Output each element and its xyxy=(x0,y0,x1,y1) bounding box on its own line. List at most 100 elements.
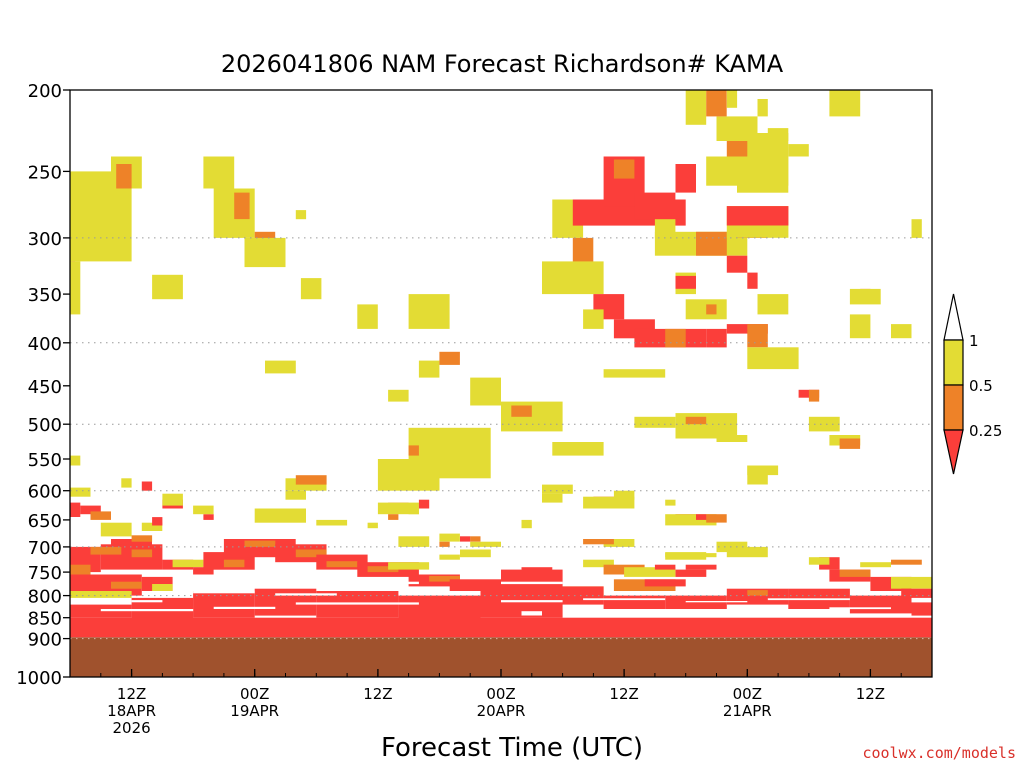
heatmap-cell xyxy=(963,226,994,250)
heatmap-cell xyxy=(891,559,922,565)
heatmap-cell xyxy=(767,128,789,141)
chart-title: 2026041806 NAM Forecast Richardson# KAMA xyxy=(220,50,784,78)
heatmap-gap xyxy=(932,613,1024,615)
heatmap-cell xyxy=(675,275,696,289)
y-tick-label: 200 xyxy=(28,81,62,102)
heatmap-cell xyxy=(613,490,635,500)
heatmap-cell xyxy=(111,581,142,589)
heatmap-cell xyxy=(460,536,471,542)
heatmap-cell xyxy=(90,546,122,555)
heatmap-cell xyxy=(521,519,532,529)
heatmap-cell xyxy=(665,499,676,506)
y-tick-label: 1000 xyxy=(16,668,62,689)
x-tick-label: 12Z xyxy=(363,685,392,703)
x-axis-title: Forecast Time (UTC) xyxy=(380,733,643,763)
heatmap-cell xyxy=(696,514,707,520)
heatmap-gap xyxy=(583,598,666,601)
heatmap-cell xyxy=(839,569,871,577)
heatmap-gap xyxy=(501,581,563,585)
heatmap-cell xyxy=(172,559,204,568)
legend-label: 0.5 xyxy=(969,377,993,395)
heatmap-cell xyxy=(70,487,91,497)
heatmap-cell xyxy=(901,588,932,598)
heatmap-cell xyxy=(963,459,984,466)
heatmap-cell xyxy=(265,360,296,374)
heatmap-cell xyxy=(634,192,676,220)
heatmap-cell xyxy=(388,562,430,570)
heatmap-cell xyxy=(70,564,91,577)
heatmap-cell xyxy=(193,591,255,618)
heatmap-cell xyxy=(716,435,748,442)
y-tick-label: 850 xyxy=(28,609,62,630)
heatmap-cell xyxy=(613,159,635,179)
heatmap-cell xyxy=(295,475,327,485)
heatmap-cell xyxy=(193,505,214,515)
heatmap-cell xyxy=(849,595,912,614)
heatmap-cell xyxy=(285,490,306,500)
heatmap-cell xyxy=(788,144,809,157)
heatmap-cell xyxy=(439,351,460,365)
heatmap-gap xyxy=(357,581,419,585)
x-tick-label: 19APR xyxy=(230,702,279,720)
heatmap-cell xyxy=(757,294,789,315)
heatmap-cell xyxy=(408,445,419,456)
heatmap-cell xyxy=(70,574,142,596)
heatmap-cell xyxy=(583,559,614,568)
heatmap-cell xyxy=(408,294,450,329)
heatmap-cell xyxy=(418,499,430,509)
heatmap-cell xyxy=(141,522,163,531)
y-tick-label: 450 xyxy=(28,377,62,398)
heatmap-cell xyxy=(141,481,153,491)
heatmap-gap xyxy=(685,601,748,603)
heatmap-cell xyxy=(953,157,974,172)
heatmap-cell xyxy=(603,595,666,609)
heatmap-cell xyxy=(747,324,768,348)
heatmap-cell xyxy=(665,328,686,348)
x-tick-label: 21APR xyxy=(723,702,772,720)
legend-swatch xyxy=(943,384,964,431)
heatmap-cell xyxy=(70,502,81,517)
heatmap-cell xyxy=(254,588,317,616)
heatmap-cell xyxy=(470,541,501,547)
heatmap-cell xyxy=(716,116,758,141)
heatmap-cell xyxy=(300,278,322,300)
heatmap-cell xyxy=(644,579,686,587)
heatmap-cell xyxy=(747,590,768,596)
y-tick-label: 900 xyxy=(28,630,62,651)
heatmap-cell xyxy=(511,405,532,417)
heatmap-cell xyxy=(685,416,707,425)
heatmap-cell xyxy=(654,564,676,570)
heatmap-gap xyxy=(829,607,891,610)
heatmap-gap xyxy=(213,606,276,609)
heatmap-cell xyxy=(675,413,738,439)
heatmap-cell xyxy=(963,226,1004,256)
heatmap-cell xyxy=(111,539,152,550)
heatmap-cell xyxy=(90,511,111,520)
heatmap-cell xyxy=(973,536,994,541)
heatmap-cell xyxy=(152,274,183,300)
y-tick-label: 700 xyxy=(28,538,62,559)
y-axis: 200 250 300 350 400 450 500 550 600 650 700 750 8008… xyxy=(16,81,70,689)
heatmap-cell xyxy=(295,549,327,558)
heatmap-cell xyxy=(460,549,491,558)
heatmap-cell xyxy=(583,309,604,329)
heatmap-cell xyxy=(994,232,1004,250)
heatmap-cell xyxy=(603,539,635,547)
heatmap-cell xyxy=(470,377,501,406)
legend-swatch-top xyxy=(943,293,964,341)
x-tick-label: 2026 xyxy=(113,719,151,737)
heatmap-cell xyxy=(953,591,994,600)
heatmap-cell xyxy=(408,508,419,515)
heatmap-cell xyxy=(583,496,635,509)
heatmap-cell xyxy=(757,99,768,117)
heatmap-cell xyxy=(152,584,173,591)
legend-swatch xyxy=(943,339,964,386)
heatmap-cell xyxy=(685,564,717,570)
y-tick-label: 650 xyxy=(28,511,62,532)
heatmap-gap xyxy=(275,593,337,596)
heatmap-cell xyxy=(973,607,1024,620)
heatmap-cell xyxy=(552,442,604,456)
heatmap-cell xyxy=(675,569,707,577)
heatmap-cell xyxy=(932,589,973,596)
heatmap-cell xyxy=(357,304,378,329)
